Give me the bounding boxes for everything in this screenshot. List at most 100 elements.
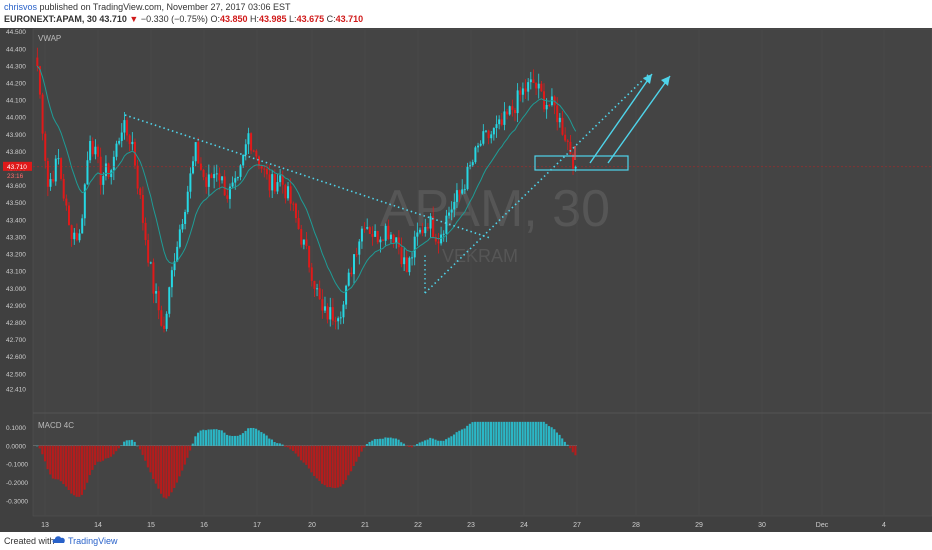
macd-bar [183,445,186,465]
candle-body [382,239,385,241]
candle-body [384,225,387,241]
candle-body [537,83,540,89]
macd-bar [397,439,400,446]
macd-bar [516,421,519,446]
candle-body [529,79,532,83]
candle-body [147,240,150,263]
macd-bar [138,445,142,450]
high-value: 43.985 [259,14,287,24]
macd-bar [218,429,221,446]
candle-body [445,215,448,234]
macd-bar [260,432,263,446]
candle-body [165,313,168,329]
candles [36,47,577,333]
price-tick-label: 42.800 [6,320,26,327]
price-tick-label: 42.600 [6,354,26,361]
candle-body [355,254,358,256]
macd-bar [315,445,318,479]
candle-body [432,216,435,237]
macd-bar [204,430,208,446]
time-tick-label: 14 [94,522,102,529]
candle-body [352,254,356,275]
candle-body [564,134,567,141]
candle-body [360,228,363,242]
macd-bar [318,445,321,482]
candle-body [302,239,305,245]
candle-body [421,229,424,234]
candle-body [474,147,477,163]
macd-bar [342,445,345,485]
macd-bar [268,438,271,446]
candle-body [453,201,456,210]
tradingview-logo-icon[interactable] [52,534,66,548]
macd-bar [561,438,564,446]
macd-bar [447,437,450,446]
macd-bar [107,445,110,458]
macd-bar [408,445,411,447]
time-tick-label: 30 [758,522,766,529]
candle-body [519,90,522,95]
candle-body [413,236,416,258]
candle-body [313,280,316,289]
candle-body [532,79,535,83]
macd-bar [104,445,107,459]
tradingview-link[interactable]: TradingView [68,536,118,546]
macd-bar [72,445,76,496]
macd-bar [555,432,558,446]
candle-body [437,241,440,244]
high-label: H: [250,14,259,24]
chart-header: chrisvos published on TradingView.com, N… [0,0,932,28]
candle-body [326,306,329,320]
macd-bar [91,445,94,470]
candle-body [65,198,68,206]
macd-bar [51,445,54,479]
macd-bar [59,445,62,482]
candle-body [255,150,258,157]
macd-bar [65,445,68,487]
macd-bar [400,442,403,446]
price-tick-label: 44.100 [6,98,26,105]
candle-body [482,131,485,144]
time-axis[interactable]: 13 14 15 16 17 20 21 22 23 24 27 28 29 30 Dec 4 [41,522,886,529]
last-price-tag-text: 43.710 [7,164,27,171]
candle-body [424,227,427,234]
candle-body [52,179,55,182]
time-tick-label: 21 [361,522,369,529]
macd-bar [265,435,268,446]
price-chart[interactable]: APAM, 30 VEKRAM 44.500 44.400 44.300 44.200… [0,28,932,532]
candle-body [221,176,224,181]
macd-bar [323,445,326,486]
macd-bar [532,421,535,446]
candle-body [160,310,163,326]
macd-bar [236,435,239,446]
macd-bar [328,445,332,488]
macd-bar [270,439,273,446]
projection-arrowhead-2 [661,76,670,86]
candle-body [57,158,60,160]
macd-bar [521,421,524,446]
macd-bar [489,421,493,446]
candle-body [376,230,379,243]
candle-body [492,128,495,135]
candle-body [548,104,551,106]
author-link[interactable]: chrisvos [4,2,38,12]
candle-body [294,203,297,219]
grid-lines [44,29,885,516]
candle-body [305,239,308,246]
candle-body [418,229,421,233]
price-tick-label: 44.500 [6,29,26,36]
macd-bar [125,440,128,446]
candle-body [310,267,313,281]
time-tick-label: 16 [200,522,208,529]
candle-body [297,218,300,230]
candle-body [44,133,47,161]
candle-body [239,165,242,177]
last-price-value: 43.710 [99,14,127,24]
macd-bar [152,445,155,479]
macd-bar [363,445,366,448]
trend-drawings[interactable] [124,72,671,294]
macd-bar [117,445,120,449]
macd-bar [257,430,260,446]
candle-body [321,299,324,311]
macd-bar [405,445,408,447]
